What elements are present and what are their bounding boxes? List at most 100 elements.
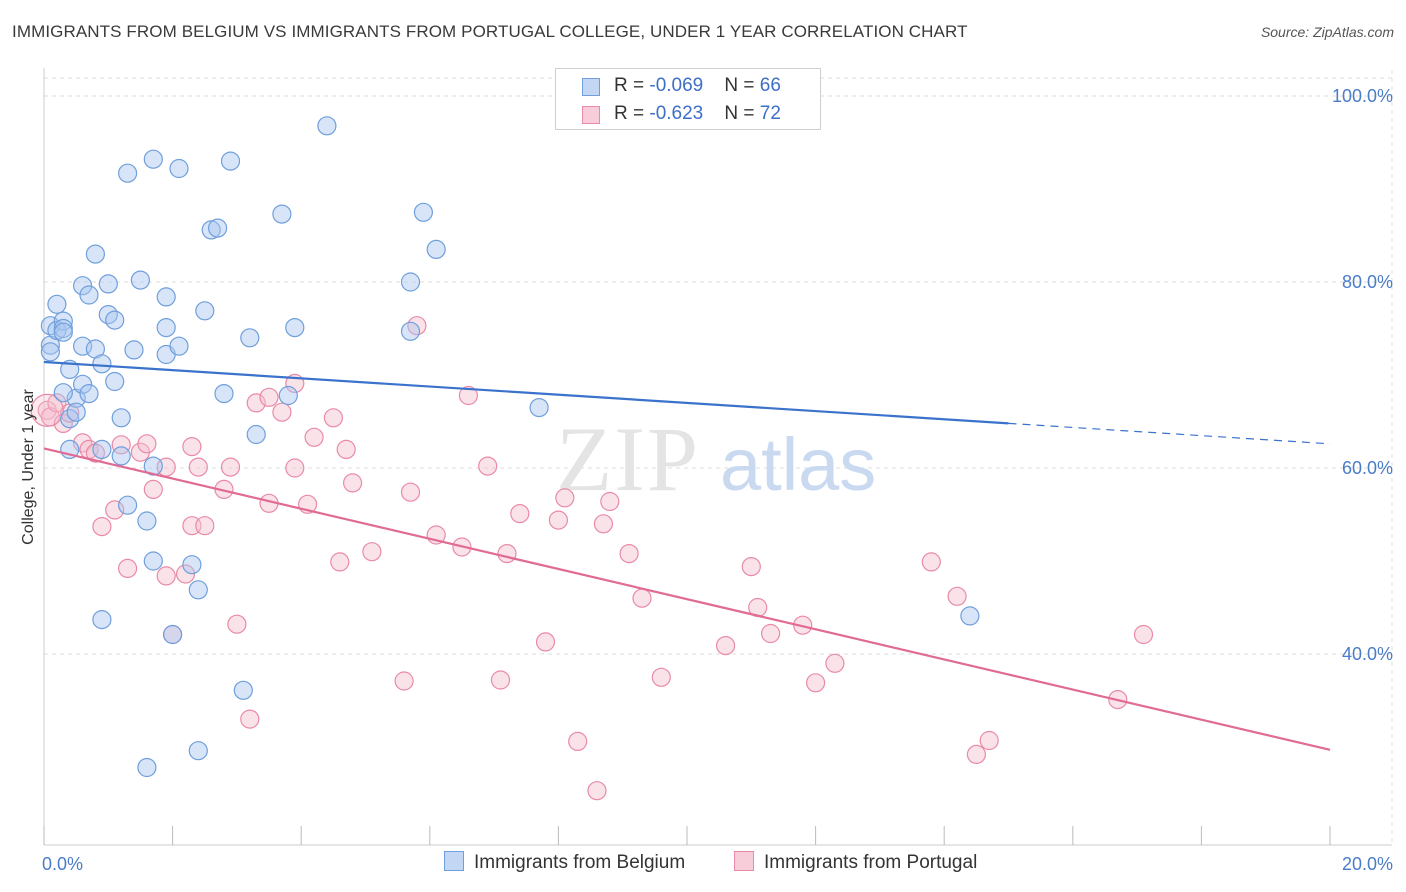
y-tick-label: 60.0%	[1342, 458, 1393, 478]
belgium-point	[53, 383, 73, 403]
belgium-swatch	[582, 78, 600, 96]
belgium-point	[137, 757, 157, 778]
r-value-belgium: -0.069	[649, 75, 704, 96]
portugal-point	[400, 482, 421, 502]
portugal-point	[227, 614, 247, 634]
watermark: ZIP atlas	[556, 408, 876, 510]
belgium-legend-swatch	[444, 851, 464, 871]
n-label: N =	[724, 103, 760, 124]
belgium-point	[413, 202, 433, 222]
portugal-point	[323, 408, 343, 428]
belgium-point	[85, 244, 106, 264]
portugal-point	[497, 543, 517, 564]
belgium-point	[201, 220, 221, 240]
belgium-point	[169, 336, 189, 356]
portugal-point	[143, 479, 163, 499]
belgium-point	[214, 384, 234, 404]
portugal-point	[117, 558, 138, 579]
portugal-point	[285, 458, 305, 478]
belgium-point	[317, 116, 337, 136]
belgium-point	[111, 446, 131, 466]
source-label: Source: ZipAtlas.com	[1260, 24, 1394, 40]
portugal-point	[343, 473, 363, 493]
belgium-point	[960, 606, 980, 626]
n-value-belgium: 66	[759, 75, 781, 96]
portugal-point-cluster	[30, 393, 64, 427]
watermark-atlas: atlas	[720, 423, 876, 506]
y-axis-label: College, Under 1 year	[20, 389, 37, 545]
belgium-trend-line	[43, 360, 1009, 425]
portugal-point	[240, 709, 260, 729]
portugal-point	[548, 510, 569, 530]
legend-item-portugal[interactable]: Immigrants from Portugal	[734, 851, 977, 874]
belgium-point	[111, 408, 131, 428]
portugal-point	[947, 586, 967, 606]
belgium-point	[117, 495, 138, 515]
belgium-point	[137, 511, 157, 531]
y-tick-label: 40.0%	[1342, 644, 1393, 664]
portugal-point	[715, 635, 736, 656]
series-legend: Immigrants from Belgium Immigrants from …	[0, 851, 1406, 879]
portugal-point	[535, 632, 556, 652]
belgium-point	[40, 342, 61, 362]
belgium-point	[47, 294, 67, 314]
belgium-point	[182, 555, 202, 575]
portugal-point	[175, 564, 196, 584]
portugal-point	[362, 542, 382, 562]
trend-lines	[43, 360, 1331, 751]
belgium-point	[195, 301, 215, 321]
gridlines	[44, 70, 1393, 845]
belgium-trend-extension	[1008, 422, 1331, 445]
portugal-point	[478, 456, 498, 476]
belgium-point	[400, 321, 421, 341]
portugal-point	[195, 516, 215, 536]
portugal-point	[304, 427, 324, 447]
portugal-point	[1133, 624, 1154, 645]
portugal-point	[966, 744, 987, 765]
legend-text-belgium: R = -0.069 N = 66	[614, 75, 781, 97]
portugal-point	[600, 491, 620, 512]
belgium-point	[105, 371, 125, 392]
belgium-point	[143, 551, 163, 571]
belgium-point	[124, 340, 144, 360]
belgium-point	[156, 318, 176, 338]
portugal-trend-line	[43, 447, 1331, 751]
legend-row-belgium: R = -0.069 N = 66	[556, 73, 820, 101]
portugal-point	[490, 670, 511, 690]
portugal-point	[741, 556, 761, 577]
axes	[43, 68, 1392, 846]
x-tick-label-min: 0.0%	[42, 854, 83, 874]
portugal-point	[220, 457, 241, 477]
portugal-point	[805, 673, 826, 693]
belgium-point	[130, 270, 150, 290]
portugal-point	[619, 543, 639, 564]
belgium-point	[169, 158, 189, 179]
legend-text-portugal: R = -0.623 N = 72	[614, 103, 781, 125]
r-label: R =	[614, 75, 650, 96]
belgium-point	[529, 398, 549, 418]
portugal-point	[272, 402, 292, 422]
portugal-point	[568, 731, 588, 752]
portugal-point	[510, 503, 530, 524]
belgium-point	[66, 402, 86, 422]
r-value-portugal: -0.623	[649, 103, 704, 124]
portugal-point	[587, 781, 607, 801]
chart-title: IMMIGRANTS FROM BELGIUM VS IMMIGRANTS FR…	[12, 22, 968, 41]
portugal-point	[330, 552, 350, 572]
portugal-point	[760, 623, 781, 644]
legend-item-belgium[interactable]: Immigrants from Belgium	[444, 851, 685, 874]
belgium-point	[92, 609, 112, 630]
portugal-point	[188, 457, 208, 477]
belgium-point	[233, 680, 253, 700]
portugal-legend-swatch	[734, 851, 754, 871]
portugal-swatch	[582, 106, 600, 124]
portugal-point	[458, 385, 478, 406]
portugal-point	[593, 514, 614, 534]
n-value-portugal: 72	[759, 103, 781, 124]
y-tick-labels: 40.0% 60.0% 80.0% 100.0%	[1332, 86, 1393, 664]
belgium-point	[188, 741, 208, 761]
belgium-point	[72, 374, 93, 394]
belgium-point	[240, 328, 260, 348]
belgium-point	[117, 163, 138, 183]
portugal-point	[246, 393, 266, 413]
